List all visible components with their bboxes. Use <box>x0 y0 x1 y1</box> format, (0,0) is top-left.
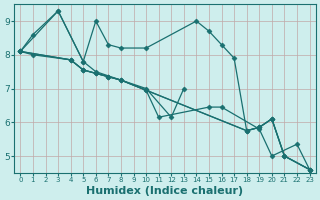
X-axis label: Humidex (Indice chaleur): Humidex (Indice chaleur) <box>86 186 244 196</box>
